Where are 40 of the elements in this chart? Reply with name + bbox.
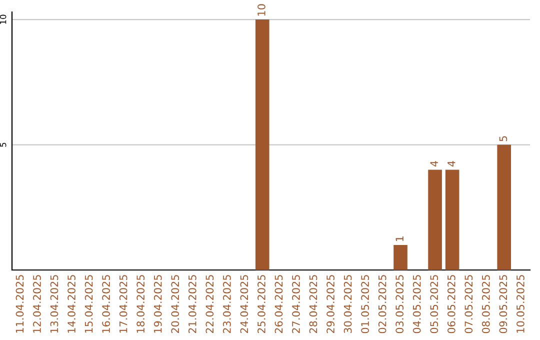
x-tick-label: 21.04.2025 [188, 275, 196, 334]
bar [497, 144, 512, 270]
bar [255, 20, 270, 270]
x-tick-label: 06.05.2025 [447, 275, 456, 334]
data-label: 4 [448, 160, 456, 167]
data-label: 4 [430, 160, 438, 167]
x-tick-label: 09.05.2025 [499, 275, 508, 334]
x-tick-label: 13.04.2025 [50, 275, 58, 333]
x-tick-label: 15.04.2025 [84, 275, 93, 333]
x-tick-label: 27.04.2025 [292, 275, 300, 334]
x-tick-label: 25.04.2025 [258, 275, 266, 334]
x-tick-label: 24.04.2025 [240, 275, 248, 334]
x-tick-label: 12.04.2025 [33, 275, 41, 333]
data-label: 1 [396, 236, 404, 242]
x-tick-label: 11.04.2025 [16, 275, 24, 333]
x-tick-label: 01.05.2025 [361, 275, 369, 334]
x-tick-label: 28.04.2025 [309, 275, 318, 334]
x-tick-label: 18.04.2025 [136, 275, 145, 333]
x-tick-label: 05.05.2025 [430, 275, 438, 334]
x-tick-label: 26.04.2025 [274, 275, 283, 334]
x-tick-label: 03.05.2025 [396, 275, 404, 334]
x-tick-label: 30.04.2025 [344, 275, 352, 334]
x-tick-label: 23.04.2025 [222, 275, 231, 334]
x-tick-label: 16.04.2025 [102, 275, 110, 333]
data-label: 10 [258, 4, 266, 16]
x-tick-label: 17.04.2025 [119, 275, 128, 333]
data-label: 5 [499, 136, 508, 142]
bar [394, 244, 408, 270]
x-tick-label: 08.05.2025 [482, 275, 490, 334]
bar [445, 170, 460, 270]
x-tick-label: 19.04.2025 [154, 275, 162, 333]
x-tick-label: 07.05.2025 [464, 275, 473, 334]
x-tick-label: 02.05.2025 [378, 275, 386, 334]
x-tick-label: 20.04.2025 [171, 275, 180, 334]
x-tick-label: 22.04.2025 [206, 275, 214, 334]
x-tick-label: 10.05.2025 [516, 275, 524, 333]
x-tick-label: 14.04.2025 [68, 275, 76, 333]
x-tick-label: 29.04.2025 [326, 275, 334, 334]
x-tick-label: 04.05.2025 [412, 275, 421, 334]
bar [428, 170, 442, 270]
